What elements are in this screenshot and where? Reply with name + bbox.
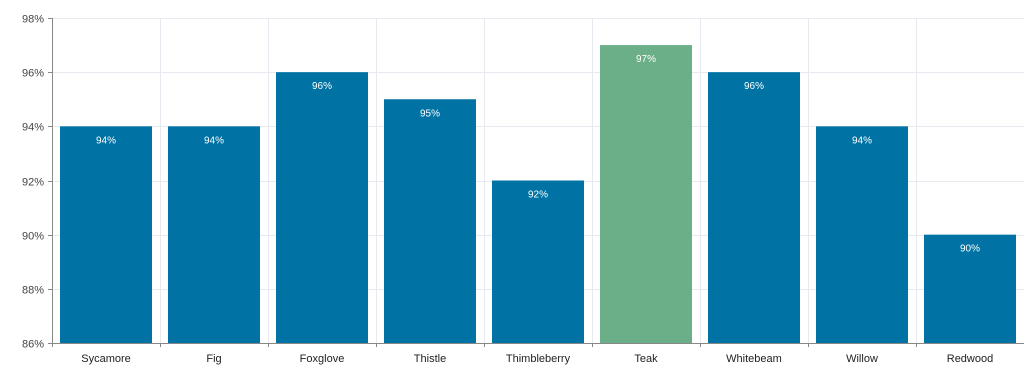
bar-value-label: 90% [960, 244, 980, 255]
x-category-label: Sycamore [81, 353, 131, 365]
x-category-label: Teak [634, 353, 658, 365]
bars-layer [60, 45, 1016, 344]
bar-value-label: 97% [636, 54, 656, 65]
x-category-label: Thistle [414, 353, 446, 365]
bar-thistle[interactable] [384, 99, 476, 343]
x-category-label: Willow [846, 353, 878, 365]
bar-whitebeam[interactable] [708, 72, 800, 344]
x-category-label: Redwood [947, 353, 993, 365]
x-category-label: Whitebeam [726, 353, 782, 365]
bar-thimbleberry[interactable] [492, 180, 584, 344]
y-tick-label: 94% [22, 122, 44, 134]
bar-teak[interactable] [600, 45, 692, 343]
bar-sycamore[interactable] [60, 126, 152, 343]
bar-fig[interactable] [168, 126, 260, 343]
x-category-label: Fig [206, 353, 221, 365]
x-category-label: Thimbleberry [506, 353, 571, 365]
bar-value-label: 96% [312, 81, 332, 92]
bar-value-label: 94% [852, 135, 872, 146]
labels-layer: 86% 88% 90% 92% 94% 96% 98% 94% Sycamore 94% Fig 96… [22, 14, 993, 366]
y-tick-label: 90% [22, 231, 44, 243]
y-tick-label: 96% [22, 68, 44, 80]
bar-redwood[interactable] [924, 234, 1016, 343]
y-tick-label: 88% [22, 285, 44, 297]
bar-value-label: 94% [96, 135, 116, 146]
bar-value-label: 92% [528, 190, 548, 201]
y-tick-label: 86% [22, 339, 44, 351]
bar-foxglove[interactable] [276, 72, 368, 344]
x-category-label: Foxglove [300, 353, 345, 365]
y-tick-label: 98% [22, 14, 44, 26]
bar-value-label: 94% [204, 135, 224, 146]
bar-willow[interactable] [816, 126, 908, 343]
bar-value-label: 95% [420, 108, 440, 119]
y-tick-label: 92% [22, 177, 44, 189]
axis-layer [48, 18, 1024, 347]
bar-value-label: 96% [744, 81, 764, 92]
